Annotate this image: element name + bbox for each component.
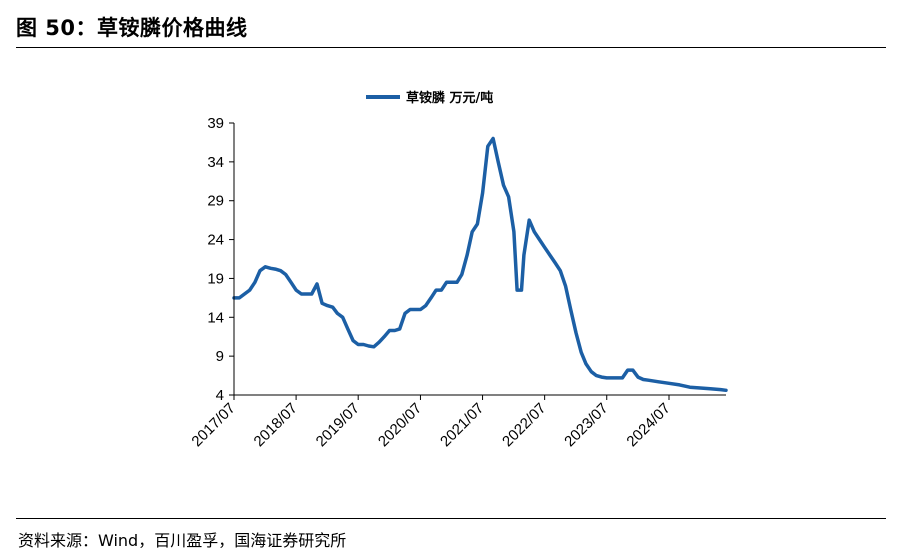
x-tick-label: 2021/07 <box>437 400 487 450</box>
y-tick-label: 19 <box>207 270 224 287</box>
y-tick-label: 4 <box>216 387 224 404</box>
y-tick-label: 39 <box>207 115 224 132</box>
y-tick-label: 34 <box>207 154 224 171</box>
x-axis-ticks: 2017/07 2018/07 2019/07 2020/07 2021/07 2022/… <box>188 395 674 450</box>
y-axis-ticks: 4 9 14 19 24 29 34 39 <box>207 115 234 404</box>
y-tick-label: 14 <box>207 309 224 326</box>
x-tick-label: 2024/07 <box>623 400 673 450</box>
title-rule <box>16 47 886 48</box>
source-note: 资料来源：Wind，百川盈孚，国海证券研究所 <box>18 531 347 550</box>
x-tick-label: 2017/07 <box>188 400 238 450</box>
y-tick-label: 29 <box>207 193 224 210</box>
x-tick-label: 2018/07 <box>251 400 301 450</box>
x-tick-label: 2022/07 <box>499 400 549 450</box>
chart-legend: 草铵膦 万元/吨 <box>366 90 493 106</box>
y-tick-label: 9 <box>216 348 224 365</box>
figure-title: 图 50：草铵膦价格曲线 <box>16 16 248 40</box>
x-tick-label: 2019/07 <box>313 400 363 450</box>
y-tick-label: 24 <box>207 232 224 249</box>
x-tick-label: 2020/07 <box>375 400 425 450</box>
series-line-glufosinate <box>232 136 728 393</box>
x-tick-label: 2023/07 <box>561 400 611 450</box>
source-rule <box>16 518 886 519</box>
legend-label: 草铵膦 万元/吨 <box>406 90 493 106</box>
